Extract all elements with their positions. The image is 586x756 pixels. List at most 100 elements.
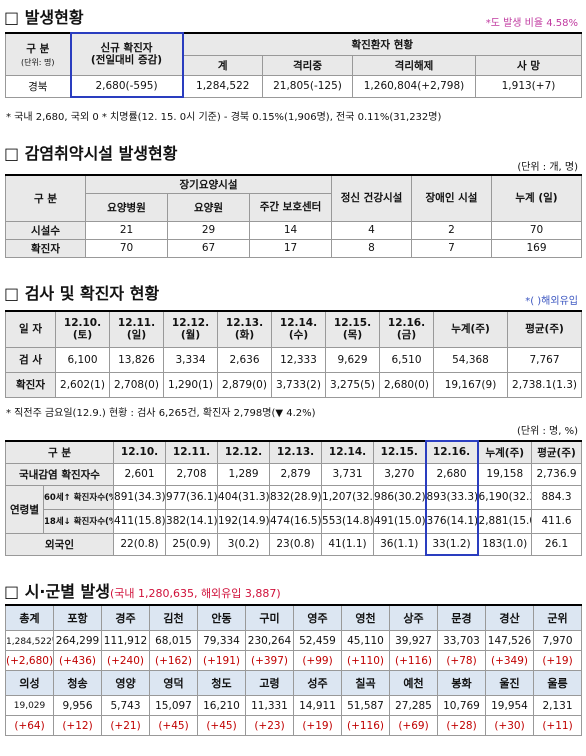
value-cell: 3(0.2) [217,532,271,556]
value-cell: 17 [249,238,332,258]
header-cell: 격리해제 [352,54,476,76]
value-cell: 891(34.3) [113,484,167,510]
region-value: 147,526 [485,630,534,651]
region-name: 예천 [389,670,438,696]
region-name: 총계 [5,604,54,631]
section-title: □ 발생현황 [4,8,84,27]
value-cell: 376(14.1) [424,508,479,534]
region-value: 16,210 [197,695,246,716]
header-cell: 요양병원 [85,192,168,222]
row-label: 확진자 [5,371,56,398]
header-text: 신규 확진자 [100,42,153,55]
header-cell: 12.11. (일) [109,310,164,348]
value-cell: 6,190(32.3) [477,484,533,510]
region-name: 문경 [437,604,486,631]
header-cell: 장기요양시설 [85,174,332,194]
header-cell: 주간 보호센터 [249,192,332,222]
footnote: * 직전주 금요일(12.9.) 현황 : 검사 6,265건, 확진자 2,7… [6,408,316,419]
row-label: 확진자 [5,238,86,258]
region-change: (+99) [293,650,342,671]
region-name: 상주 [389,604,438,631]
header-cell: 12.13. [269,440,323,464]
occurrence-table: 구 분 (단위: 명) 신규 확진자 (전일대비 증감) 확진환자 현황 계 격리중 격… [5,32,582,98]
value-cell: 54,368 [433,346,508,373]
header-cell: 계 [182,54,263,76]
value-cell: 3,733(2) [271,371,326,398]
value-cell: 9,629 [325,346,380,373]
region-value: 19,954 [485,695,534,716]
region-change: (+45) [197,715,246,736]
region-name: 의성 [5,670,54,696]
value-cell: 36(1.1) [373,532,427,556]
region-name: 청송 [53,670,102,696]
row-label: 검 사 [5,346,56,373]
region-value: 68,015 [149,630,198,651]
header-cell: 12.15. (목) [325,310,380,348]
value-cell: 2,636 [217,346,272,373]
value-cell: 4 [331,220,412,240]
region-change: (+30) [485,715,534,736]
region-change: (+11) [533,715,582,736]
region-change: (+397) [245,650,294,671]
region-value: 230,264 [245,630,294,651]
note: *도 발생 비율 4.58% [485,18,578,29]
value-cell: 21 [85,220,168,240]
section-title: □ 시·군별 발생 [4,582,110,601]
region-name: 포항 [53,604,102,631]
region-change: (+349) [485,650,534,671]
region-value: 52,459 [293,630,342,651]
value-cell: 2,708 [165,462,219,486]
header-cell: 12.15. [373,440,427,464]
region-value: 39,927 [389,630,438,651]
region-name: 울진 [485,670,534,696]
region-name: 성주 [293,670,342,696]
region-change: (+21) [101,715,150,736]
region-name: 안동 [197,604,246,631]
header-cell: 12.16. (금) [379,310,434,348]
header-text: 구 분 [26,42,50,55]
region-value: 5,743 [101,695,150,716]
value-cell: 382(14.1) [165,508,219,534]
region-name: 김천 [149,604,198,631]
value-cell: 2,738.1(1.3) [507,371,582,398]
region-name: 청도 [197,670,246,696]
header-cell: 12.11. [165,440,219,464]
header-cell: 일 자 [5,310,56,348]
value-cell: 3,731 [321,462,375,486]
value-cell: 7 [411,238,492,258]
region-change: (+116) [389,650,438,671]
region-change: (+28) [437,715,486,736]
region-value: 1,284,522명 [5,630,54,651]
header-cell: 12.14. (수) [271,310,326,348]
region-change: (+19) [533,650,582,671]
header-cell: 장애인 시설 [411,174,492,222]
header-cell: 평균(주) [531,440,583,464]
region-value: 7,970 [533,630,582,651]
value-cell: 2,881(15.0) [477,508,533,534]
region-value: 11,331 [245,695,294,716]
header-cell: 요양원 [167,192,250,222]
value-cell: 23(0.8) [269,532,323,556]
header-text: (단위: 명) [20,57,55,67]
value-cell: 3,270 [373,462,427,486]
value-cell: 12,333 [271,346,326,373]
region-change: (+110) [341,650,390,671]
region-value: 33,703 [437,630,486,651]
section-heading: □ 시·군별 발생(국내 1,280,635, 해외유입 3,887) [4,578,281,602]
region-value: 15,097 [149,695,198,716]
value-cell: 14 [249,220,332,240]
region-change: (+12) [53,715,102,736]
region-value: 51,587 [341,695,390,716]
region-value: 264,299 [53,630,102,651]
region-change: (+116) [341,715,390,736]
value-cell: 6,100 [55,346,110,373]
value-cell: 3,334 [163,346,218,373]
value-cell: 2,680(-595) [69,74,184,98]
header-cell: 구 분 [4,440,115,464]
value-cell: 884.3 [531,484,583,510]
header-cell: 격리중 [262,54,353,76]
header-cell: 12.13. (화) [217,310,272,348]
section-title: □ 감염취약시설 발생현황 [4,144,178,163]
